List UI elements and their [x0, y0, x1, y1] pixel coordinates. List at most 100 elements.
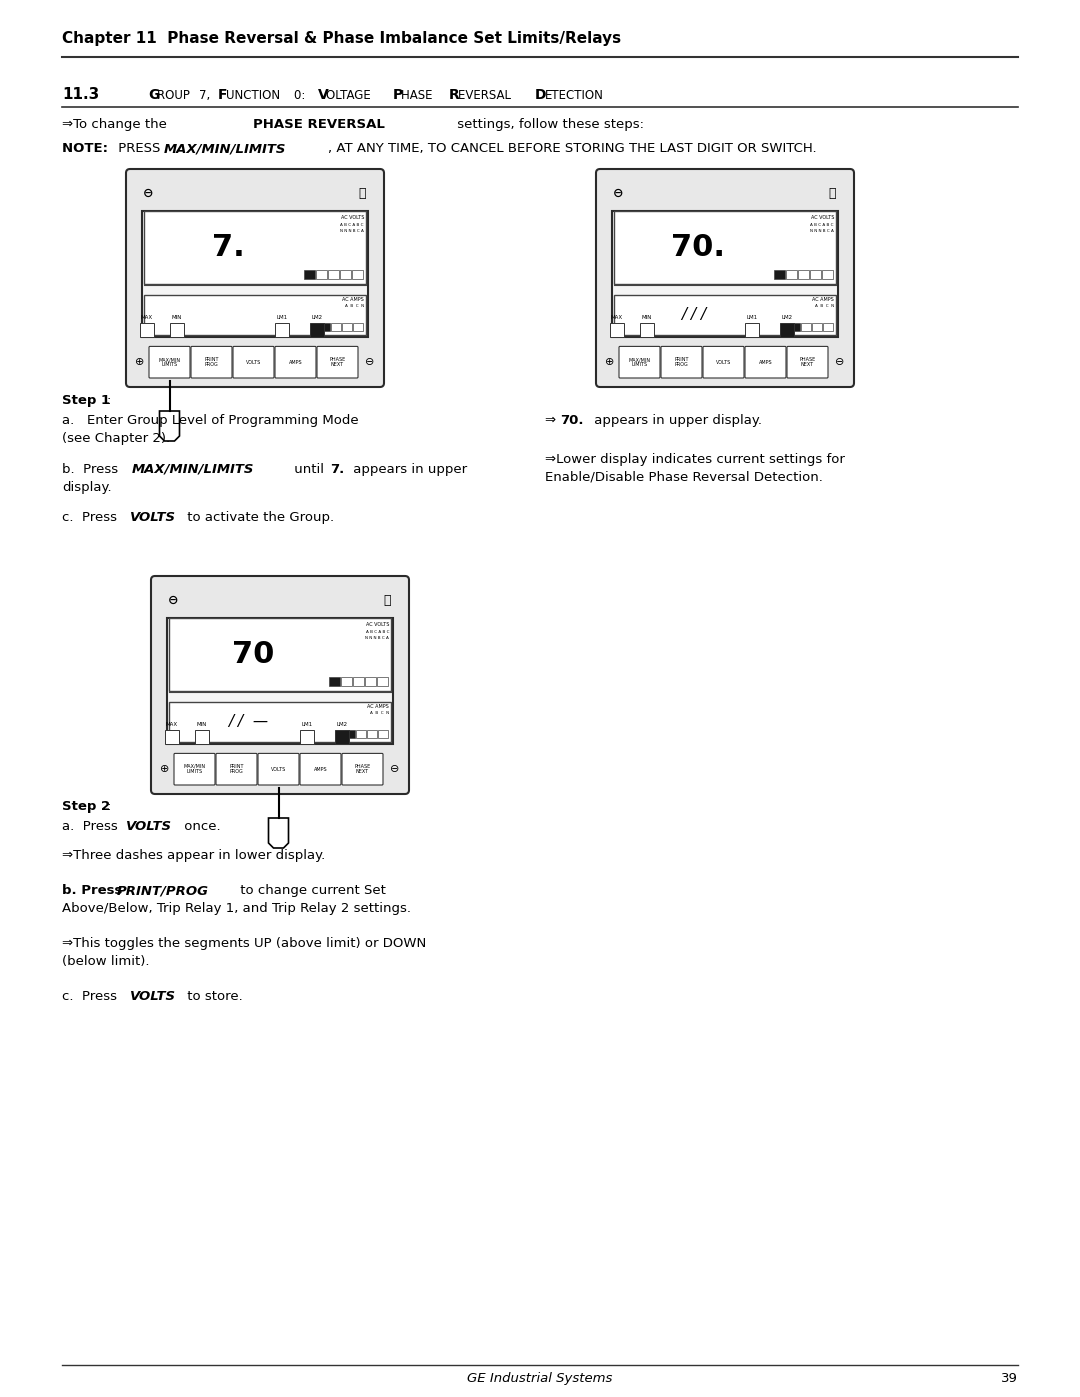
Text: LM1: LM1	[746, 314, 757, 320]
Text: R: R	[449, 88, 460, 102]
Text: MAX/MIN
LIMITS: MAX/MIN LIMITS	[159, 358, 180, 367]
Bar	[365, 678, 376, 686]
Bar	[328, 270, 339, 279]
Text: AMPS: AMPS	[313, 767, 327, 771]
Bar	[170, 323, 184, 337]
Bar	[822, 270, 833, 279]
FancyBboxPatch shape	[191, 346, 232, 379]
Text: AMPS: AMPS	[758, 359, 772, 365]
Text: Step 1: Step 1	[62, 394, 110, 407]
Bar	[340, 270, 351, 279]
Text: N N N B C A: N N N B C A	[340, 229, 364, 233]
Bar	[812, 323, 822, 331]
Text: LM1: LM1	[301, 722, 312, 726]
Text: AC AMPS: AC AMPS	[367, 704, 389, 708]
Text: PHASE
NEXT: PHASE NEXT	[329, 358, 346, 367]
Bar	[144, 211, 366, 284]
Bar	[377, 678, 388, 686]
Bar	[329, 678, 340, 686]
Text: (see Chapter 2).: (see Chapter 2).	[62, 432, 171, 446]
Text: MIN: MIN	[197, 722, 207, 726]
Text: PRESS: PRESS	[114, 142, 164, 155]
Bar	[300, 729, 314, 743]
Text: :: :	[107, 394, 111, 407]
Bar	[378, 731, 388, 738]
Text: N N N B C A: N N N B C A	[810, 229, 834, 233]
Bar	[345, 731, 355, 738]
Text: VOLTS: VOLTS	[246, 359, 261, 365]
Text: LM2: LM2	[311, 314, 323, 320]
Text: 11.3: 11.3	[62, 87, 99, 102]
Text: ⇒Lower display indicates current settings for: ⇒Lower display indicates current setting…	[545, 453, 845, 467]
Text: PHASE
NEXT: PHASE NEXT	[799, 358, 815, 367]
Text: (below limit).: (below limit).	[62, 956, 149, 968]
Text: , AT ANY TIME, TO CANCEL BEFORE STORING THE LAST DIGIT OR SWITCH.: , AT ANY TIME, TO CANCEL BEFORE STORING …	[328, 142, 816, 155]
Bar	[310, 323, 324, 337]
Bar	[615, 211, 836, 284]
FancyBboxPatch shape	[318, 346, 357, 379]
Text: Above/Below, Trip Relay 1, and Trip Relay 2 settings.: Above/Below, Trip Relay 1, and Trip Rela…	[62, 902, 411, 915]
Bar	[195, 729, 210, 743]
Text: ⊖: ⊖	[143, 187, 153, 200]
Text: c.  Press: c. Press	[62, 990, 121, 1003]
Text: OLTAGE: OLTAGE	[326, 89, 375, 102]
Text: Ⓢ: Ⓢ	[828, 187, 836, 200]
FancyBboxPatch shape	[149, 346, 190, 379]
FancyBboxPatch shape	[174, 753, 215, 785]
Bar	[789, 323, 800, 331]
Text: LM2: LM2	[782, 314, 793, 320]
Text: display.: display.	[62, 481, 111, 495]
FancyBboxPatch shape	[661, 346, 702, 379]
Bar	[165, 729, 179, 743]
Text: HASE: HASE	[401, 89, 436, 102]
Text: ⇒This toggles the segments UP (above limit) or DOWN: ⇒This toggles the segments UP (above lim…	[62, 937, 427, 950]
Text: AC AMPS: AC AMPS	[342, 296, 364, 302]
FancyBboxPatch shape	[126, 169, 384, 387]
Bar	[612, 211, 838, 337]
FancyBboxPatch shape	[703, 346, 744, 379]
Text: settings, follow these steps:: settings, follow these steps:	[453, 117, 644, 131]
Text: until: until	[291, 462, 328, 476]
Text: G: G	[148, 88, 160, 102]
Text: F: F	[218, 88, 228, 102]
Text: ⊕: ⊕	[135, 358, 145, 367]
FancyBboxPatch shape	[745, 346, 786, 379]
Text: AC VOLTS: AC VOLTS	[366, 622, 389, 627]
Text: Ⓢ: Ⓢ	[359, 187, 366, 200]
Bar	[275, 323, 289, 337]
Text: PRINT/PROG: PRINT/PROG	[117, 884, 210, 897]
Bar	[798, 270, 809, 279]
Bar	[810, 270, 821, 279]
Text: b. Press: b. Press	[62, 884, 127, 897]
Bar	[168, 617, 391, 692]
Text: P: P	[393, 88, 403, 102]
Text: a.  Press: a. Press	[62, 820, 122, 833]
Text: PRINT
PROG: PRINT PROG	[674, 358, 689, 367]
Text: VOLTS: VOLTS	[716, 359, 731, 365]
FancyBboxPatch shape	[275, 346, 316, 379]
Text: once.: once.	[180, 820, 220, 833]
Text: A  B  C  N: A B C N	[345, 303, 364, 307]
Bar	[320, 323, 330, 331]
Text: Enable/Disable Phase Reversal Detection.: Enable/Disable Phase Reversal Detection.	[545, 471, 823, 483]
Bar	[140, 323, 154, 337]
Text: Chapter 11  Phase Reversal & Phase Imbalance Set Limits/Relays: Chapter 11 Phase Reversal & Phase Imbala…	[62, 31, 621, 46]
Text: UNCTION: UNCTION	[226, 89, 284, 102]
Text: V: V	[318, 88, 328, 102]
Text: MAX: MAX	[166, 722, 178, 726]
Text: 70.: 70.	[671, 233, 725, 263]
Text: MIN: MIN	[642, 314, 652, 320]
Text: VOLTS: VOLTS	[126, 820, 172, 833]
Text: 0:: 0:	[294, 89, 309, 102]
Text: MAX: MAX	[611, 314, 623, 320]
Text: ⇒To change the: ⇒To change the	[62, 117, 171, 131]
Text: VOLTS: VOLTS	[271, 767, 286, 771]
Text: 7.: 7.	[330, 462, 345, 476]
Text: NOTE:: NOTE:	[62, 142, 112, 155]
Text: ⊖: ⊖	[612, 187, 623, 200]
Text: PHASE REVERSAL: PHASE REVERSAL	[253, 117, 384, 131]
Text: 7.: 7.	[212, 233, 244, 263]
Text: appears in upper display.: appears in upper display.	[590, 414, 762, 427]
Bar	[356, 731, 366, 738]
Bar	[823, 323, 833, 331]
